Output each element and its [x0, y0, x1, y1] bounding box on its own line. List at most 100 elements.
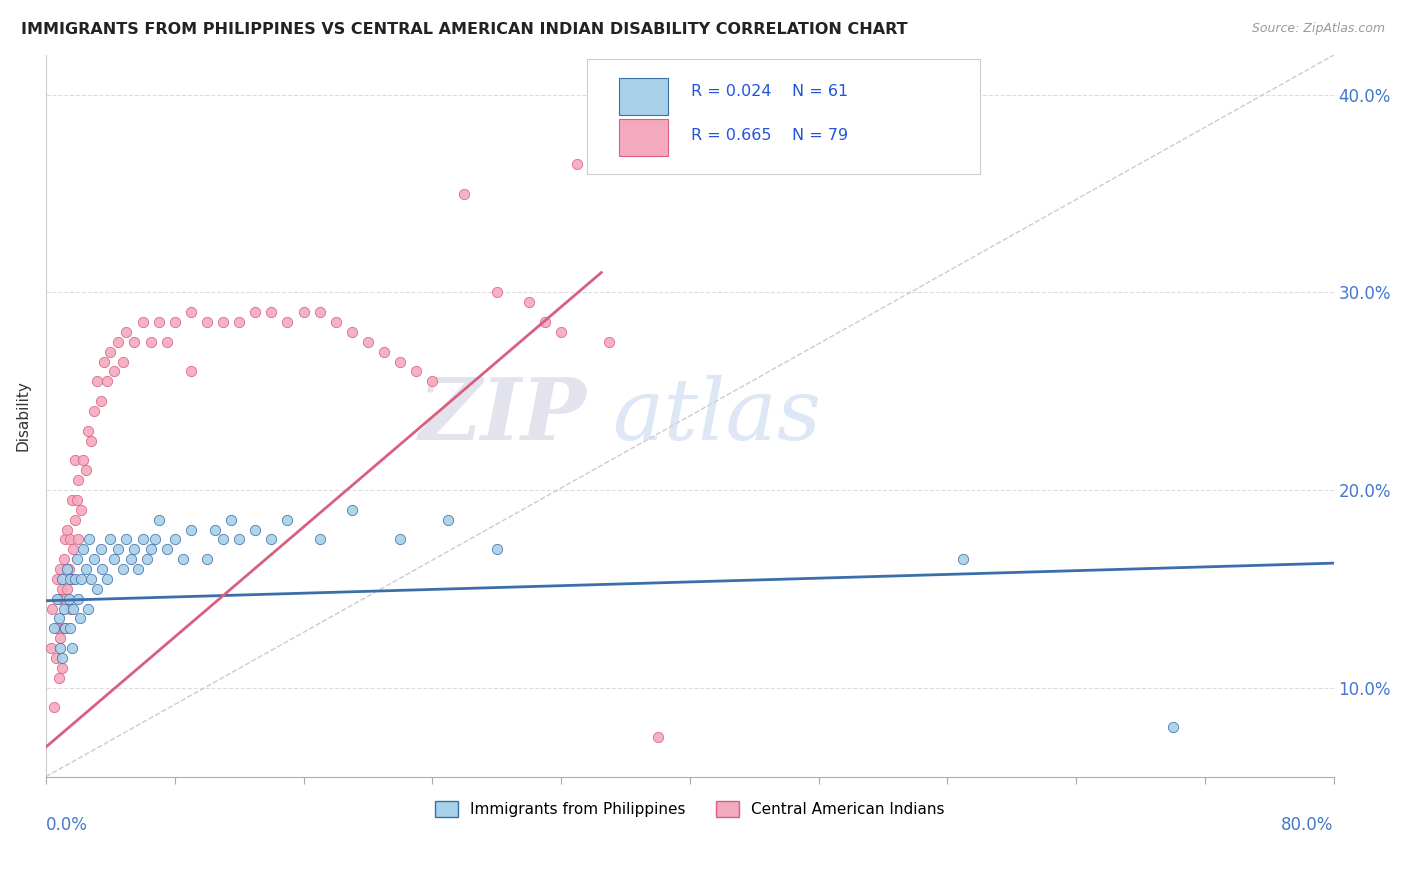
- Point: [70, 572, 93, 586]
- Point: [228, 533, 250, 547]
- Point: [51, 572, 73, 586]
- Point: [93, 354, 115, 368]
- Point: [56, 562, 79, 576]
- FancyBboxPatch shape: [586, 59, 980, 174]
- Point: [598, 334, 620, 349]
- Point: [172, 552, 194, 566]
- Text: 0.0%: 0.0%: [46, 816, 87, 834]
- Point: [357, 334, 380, 349]
- Point: [107, 334, 129, 349]
- Point: [260, 305, 283, 319]
- Point: [647, 730, 669, 744]
- Point: [145, 533, 167, 547]
- Point: [96, 374, 118, 388]
- Point: [180, 364, 202, 378]
- Point: [112, 354, 135, 368]
- Point: [98, 533, 121, 547]
- Point: [276, 513, 298, 527]
- Point: [86, 374, 108, 388]
- Point: [115, 533, 138, 547]
- Point: [565, 157, 588, 171]
- Point: [60, 572, 83, 586]
- Point: [485, 285, 508, 300]
- Point: [420, 374, 443, 388]
- Point: [65, 492, 87, 507]
- Point: [67, 533, 90, 547]
- Point: [107, 542, 129, 557]
- Point: [72, 542, 94, 557]
- Point: [156, 334, 179, 349]
- Point: [83, 404, 105, 418]
- Point: [83, 552, 105, 566]
- Point: [136, 552, 159, 566]
- Point: [49, 562, 72, 576]
- Point: [46, 572, 69, 586]
- Point: [60, 492, 83, 507]
- Point: [340, 502, 363, 516]
- Point: [65, 552, 87, 566]
- Point: [75, 562, 97, 576]
- Point: [76, 601, 98, 615]
- Point: [48, 591, 70, 606]
- Point: [163, 533, 186, 547]
- Point: [405, 364, 427, 378]
- Point: [437, 513, 460, 527]
- Point: [139, 334, 162, 349]
- Point: [42, 621, 65, 635]
- Point: [195, 552, 218, 566]
- Point: [58, 562, 80, 576]
- Point: [163, 315, 186, 329]
- Point: [52, 621, 75, 635]
- Point: [308, 305, 330, 319]
- Point: [204, 523, 226, 537]
- Point: [112, 562, 135, 576]
- Point: [308, 533, 330, 547]
- Point: [59, 572, 82, 586]
- Point: [1161, 720, 1184, 734]
- Point: [550, 325, 572, 339]
- Point: [534, 315, 557, 329]
- FancyBboxPatch shape: [619, 119, 668, 156]
- Point: [53, 591, 76, 606]
- Point: [80, 572, 103, 586]
- Text: R = 0.024    N = 61: R = 0.024 N = 61: [692, 85, 848, 99]
- Point: [711, 147, 734, 161]
- Point: [59, 533, 82, 547]
- Point: [115, 325, 138, 339]
- Point: [72, 453, 94, 467]
- Point: [69, 611, 91, 625]
- Point: [48, 671, 70, 685]
- Point: [41, 601, 63, 615]
- Point: [75, 463, 97, 477]
- Point: [52, 552, 75, 566]
- Text: Source: ZipAtlas.com: Source: ZipAtlas.com: [1251, 22, 1385, 36]
- Point: [62, 542, 84, 557]
- Point: [292, 305, 315, 319]
- Point: [614, 147, 637, 161]
- Legend: Immigrants from Philippines, Central American Indians: Immigrants from Philippines, Central Ame…: [429, 795, 950, 823]
- Point: [453, 186, 475, 201]
- Point: [180, 523, 202, 537]
- Point: [212, 533, 235, 547]
- Point: [124, 334, 146, 349]
- Point: [98, 344, 121, 359]
- Point: [56, 582, 79, 596]
- Point: [67, 591, 90, 606]
- Point: [51, 661, 73, 675]
- Point: [91, 562, 114, 576]
- Point: [245, 523, 267, 537]
- Point: [325, 315, 347, 329]
- Point: [228, 315, 250, 329]
- Point: [63, 572, 86, 586]
- Point: [952, 552, 974, 566]
- Point: [148, 513, 170, 527]
- Point: [260, 533, 283, 547]
- Point: [276, 315, 298, 329]
- Point: [96, 572, 118, 586]
- Point: [156, 542, 179, 557]
- Point: [63, 453, 86, 467]
- Text: IMMIGRANTS FROM PHILIPPINES VS CENTRAL AMERICAN INDIAN DISABILITY CORRELATION CH: IMMIGRANTS FROM PHILIPPINES VS CENTRAL A…: [21, 22, 908, 37]
- Point: [389, 354, 412, 368]
- Point: [63, 513, 86, 527]
- Point: [485, 542, 508, 557]
